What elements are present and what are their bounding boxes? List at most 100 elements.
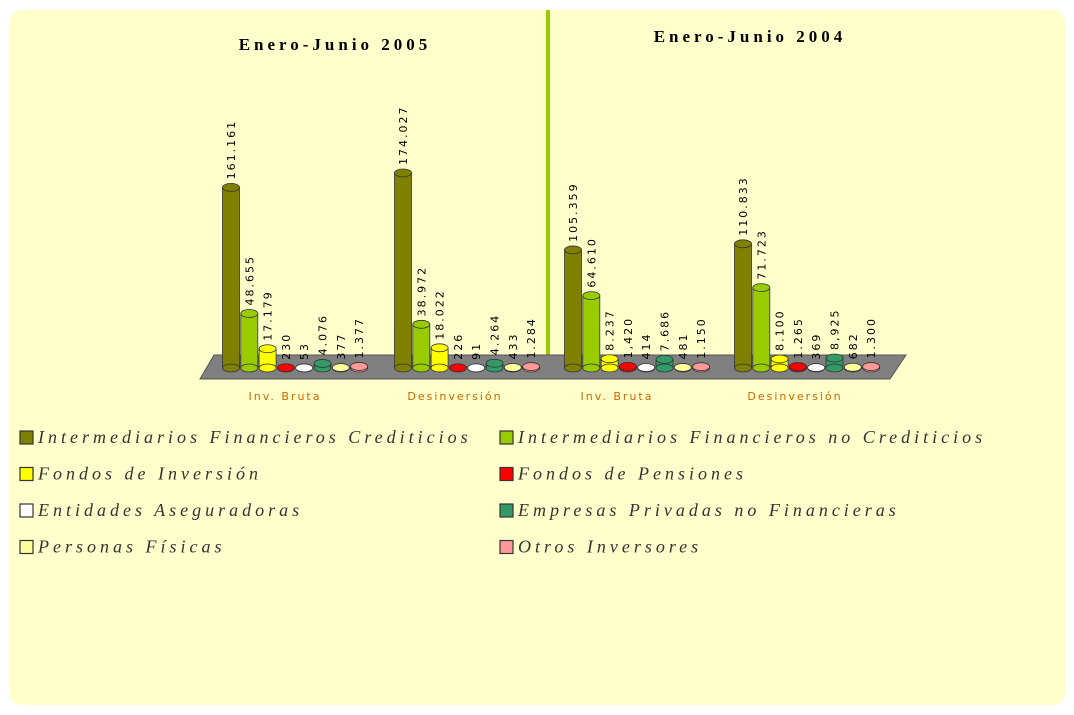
bar-top [240, 309, 259, 318]
x-tick-label: Inv. Bruta [249, 390, 322, 403]
bar-bottom [752, 363, 771, 373]
legend-label: Personas Físicas [37, 537, 226, 557]
bar [350, 362, 369, 373]
legend-swatch [19, 539, 34, 555]
value-label: 91 [470, 342, 483, 360]
bar [412, 319, 431, 373]
bar [394, 168, 412, 373]
bar [673, 363, 692, 373]
bar-bottom [222, 363, 240, 373]
value-label: 8.100 [774, 309, 787, 351]
legend-label: Intermediarios Financieros no Crediticio… [517, 427, 986, 447]
legend-label: Entidades Aseguradoras [37, 500, 303, 520]
value-label: 110.833 [737, 176, 750, 236]
bar-top [313, 359, 332, 368]
value-label: 18.022 [434, 289, 447, 340]
value-label: 226 [452, 333, 465, 360]
legend-swatch [19, 466, 34, 482]
bar-bottom [258, 363, 277, 373]
value-label: 377 [335, 333, 348, 360]
chart-title: Enero-Junio 2004 [654, 27, 847, 46]
bar-bottom [770, 363, 789, 373]
floor [199, 354, 907, 380]
value-label: 1.300 [865, 317, 878, 359]
bar [258, 344, 277, 373]
value-label: 1.377 [353, 317, 366, 359]
value-label: 481 [677, 332, 690, 359]
bar-top [789, 362, 807, 371]
value-label: 1.265 [792, 317, 805, 359]
value-label: 1.284 [525, 317, 538, 359]
bar-top [619, 362, 637, 371]
bar-bottom [430, 363, 449, 373]
bar [637, 363, 656, 373]
bar [655, 354, 674, 373]
legend-swatch [499, 539, 514, 555]
legend-swatch [19, 430, 34, 445]
bar-bottom [825, 363, 844, 373]
value-label: 7.686 [659, 310, 672, 352]
chart-title: Enero-Junio 2005 [239, 35, 432, 54]
bar [503, 363, 522, 373]
bar-top [770, 354, 789, 364]
legend-label: Fondos de Inversión [37, 464, 262, 484]
bar [789, 362, 807, 373]
bar-top [331, 363, 350, 372]
bar-top [467, 363, 486, 373]
value-label: 1.150 [695, 317, 708, 359]
legend-label: Intermediarios Financieros Crediticios [37, 427, 472, 447]
bar [522, 362, 540, 373]
bar-top [412, 319, 431, 329]
legend-label: Empresas Privadas no Financieras [517, 500, 900, 520]
bar [692, 362, 710, 373]
bar-top [503, 363, 522, 372]
legend-swatch [499, 503, 514, 518]
legend-swatch [499, 466, 514, 482]
bar-top [564, 245, 582, 255]
bar [295, 363, 314, 373]
value-label: 1,420 [622, 317, 635, 359]
value-label: 38.972 [415, 266, 428, 317]
bar-top [655, 354, 674, 364]
value-label: 8,925 [829, 308, 842, 350]
value-label: 230 [280, 333, 293, 360]
bar-top [295, 363, 314, 373]
x-tick-label: Inv. Bruta [581, 390, 654, 403]
bar-bottom [582, 363, 601, 373]
legend-label: Fondos de Pensiones [517, 464, 747, 484]
bar-top [394, 168, 412, 178]
bar-top [752, 283, 771, 293]
bar [430, 343, 449, 373]
value-label: 682 [847, 332, 860, 359]
bar-body [734, 243, 752, 369]
bar-bottom [394, 363, 412, 373]
bar-bottom [240, 363, 259, 373]
bar-top [637, 363, 656, 372]
bar-body [412, 323, 431, 369]
bar-body [222, 186, 240, 369]
bar-bottom [412, 363, 431, 373]
bar [448, 363, 467, 373]
bar [600, 354, 619, 373]
bar-top [843, 362, 862, 372]
bar-top [522, 362, 540, 371]
bar [734, 239, 752, 373]
bar-top [258, 344, 277, 354]
value-label: 48.655 [243, 255, 256, 306]
bar [240, 309, 259, 373]
value-label: 8.237 [604, 309, 617, 351]
bar [485, 358, 504, 373]
bar [582, 291, 601, 373]
bar-bottom [564, 363, 582, 373]
legend-label: Otros Inversores [518, 537, 702, 557]
bar [222, 182, 240, 373]
bar [331, 363, 350, 373]
bar-body [752, 287, 771, 369]
bar [825, 353, 844, 373]
bar [807, 363, 826, 373]
bar-bottom [734, 363, 752, 373]
bar-top [600, 354, 619, 364]
bar [313, 359, 332, 373]
bar-top [448, 363, 467, 373]
